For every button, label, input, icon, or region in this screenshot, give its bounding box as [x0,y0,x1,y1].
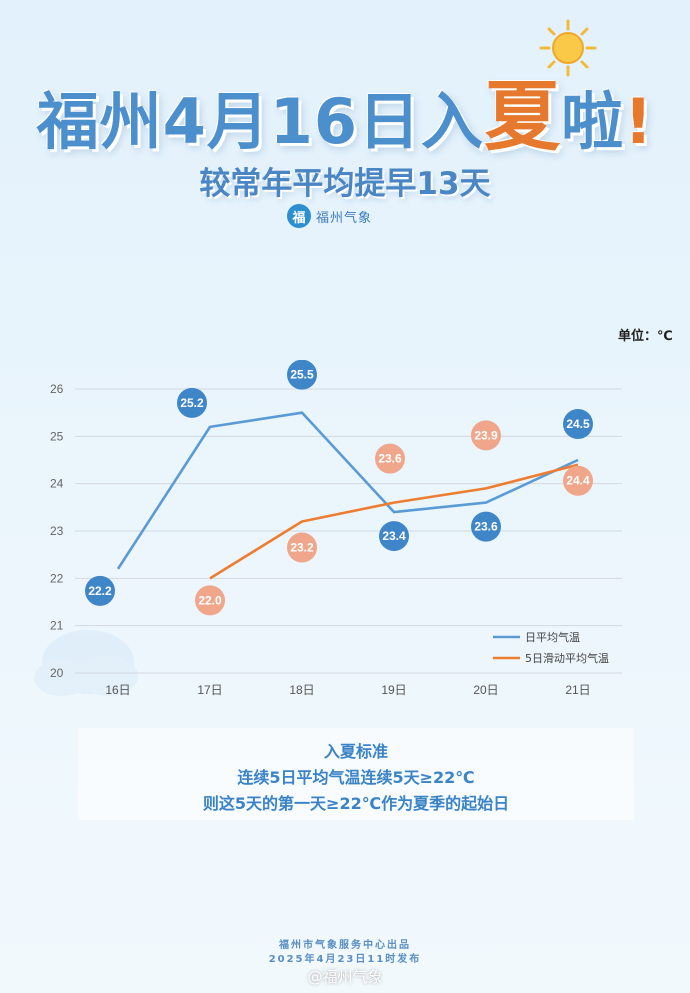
footer-producer: 福州市气象服务中心出品 [279,940,411,951]
data-point-marker [563,465,593,496]
y-tick-label: 26 [50,382,64,396]
y-tick-label: 23 [50,524,64,538]
unit-label: 单位：℃ [618,329,673,344]
y-tick-label: 22 [50,571,64,585]
data-label: 23.2 [290,541,314,555]
data-point-marker [287,360,317,390]
data-label: 22.0 [198,593,222,607]
data-point-marker [375,443,405,474]
data-point-marker [177,387,207,418]
brand-name: 福州气象 [316,210,373,226]
x-tick-label: 16日 [105,683,130,697]
criteria-line-1: 连续5日平均气温连续5天≥22℃ [237,768,475,787]
data-label: 23.4 [382,529,406,543]
x-tick-label: 20日 [473,683,498,697]
page-title: 福州4月16日入夏啦! [36,72,654,161]
data-point-marker [379,521,409,552]
data-label: 23.6 [378,452,402,466]
footer-release-time: 2025年4月23日11时发布 [268,954,422,965]
x-tick-label: 17日 [197,683,222,697]
data-label: 22.2 [88,584,112,598]
data-label: 25.2 [180,396,204,410]
data-point-marker [563,409,593,439]
criteria-title: 入夏标准 [323,742,388,761]
series-line [209,463,579,580]
data-label: 25.5 [290,368,314,382]
data-label: 24.5 [566,417,590,431]
data-point-marker [195,585,225,616]
footer: 福州市气象服务中心出品 2025年4月23日11时发布 [0,939,690,967]
title-highlight: 夏 [484,72,562,161]
data-label: 24.4 [566,474,590,488]
data-point-marker [85,575,115,606]
sun-icon [539,19,597,77]
page-subtitle: 较常年平均提早13天 [199,166,491,202]
cloud-icon [34,630,138,696]
data-label: 23.9 [474,428,498,442]
criteria-line-2: 则这5天的第一天≥22℃作为夏季的起始日 [202,794,510,813]
data-point-marker [287,532,317,563]
legend-entry: 5日滑动平均气温 [525,651,609,665]
y-tick-label: 21 [50,619,64,633]
data-point-marker [471,511,501,542]
series-line [116,411,579,570]
y-tick-label: 24 [50,477,64,491]
summer-criteria-box: 入夏标准 连续5日平均气温连续5天≥22℃ 则这5天的第一天≥22℃作为夏季的起… [78,728,634,820]
y-tick-label: 25 [50,429,64,443]
brand: 福 福州气象 [287,203,372,229]
legend-entry: 日平均气温 [525,630,580,644]
temperature-chart: 20 21 22 23 24 25 26 16日 17日 18日 19日 20日 21日 22.2 25.… [34,360,622,697]
x-tick-label: 19日 [381,683,406,697]
watermark: @福州气象 [307,968,383,986]
brand-logo-icon: 福 [287,204,311,228]
x-tick-label: 18日 [289,683,314,697]
title-exclamation: ! [624,85,654,158]
data-label: 23.6 [474,520,498,534]
x-tick-label: 21日 [565,683,590,697]
y-tick-label: 20 [50,666,64,680]
data-point-marker [471,420,501,451]
